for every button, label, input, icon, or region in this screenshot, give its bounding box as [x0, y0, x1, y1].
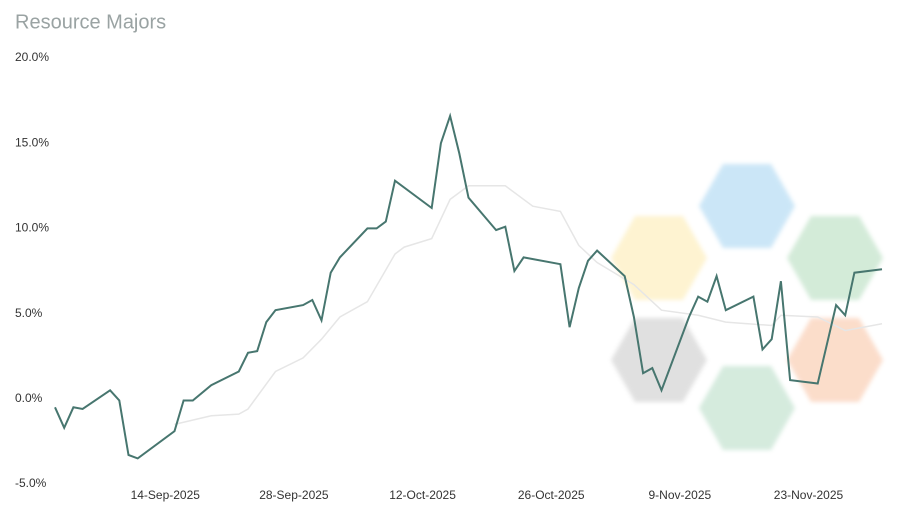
line-series [174, 185, 883, 426]
x-tick-label: 26-Oct-2025 [518, 488, 585, 502]
x-tick-label: 12-Oct-2025 [389, 488, 456, 502]
y-tick-label: 20.0% [15, 50, 49, 64]
x-tick-label: 14-Sep-2025 [131, 488, 201, 502]
y-tick-label: 0.0% [15, 391, 43, 405]
y-tick-label: 15.0% [15, 135, 49, 149]
y-tick-label: -5.0% [15, 476, 47, 490]
y-tick-label: 5.0% [15, 306, 43, 320]
x-tick-label: 9-Nov-2025 [648, 488, 711, 502]
line-series [54, 112, 883, 460]
x-tick-label: 28-Sep-2025 [259, 488, 329, 502]
x-tick-label: 23-Nov-2025 [774, 488, 844, 502]
y-tick-label: 10.0% [15, 221, 49, 235]
logo-decoration [611, 164, 883, 450]
chart-title: Resource Majors [15, 11, 166, 33]
